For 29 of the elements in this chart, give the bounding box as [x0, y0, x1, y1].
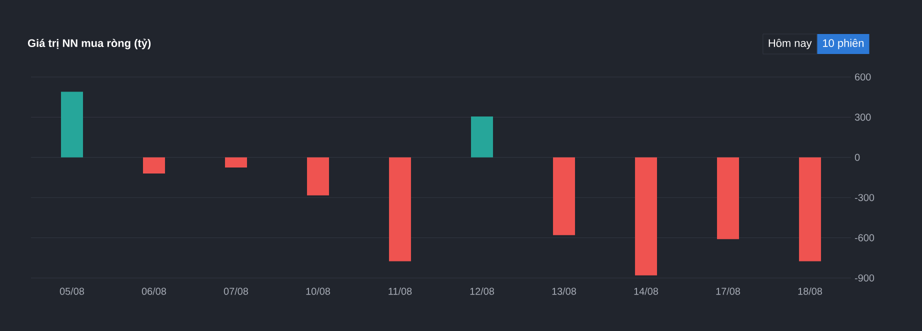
x-tick-label: 11/08: [388, 288, 412, 295]
x-tick-label: 07/08: [224, 288, 248, 295]
x-tick-label: 18/08: [798, 288, 822, 295]
y-tick-label: -300: [854, 194, 874, 202]
bar: [471, 116, 494, 158]
text: 10 phiên: [823, 38, 864, 50]
bar: [225, 157, 248, 168]
bar: [717, 157, 740, 240]
chart-title: Giá trị NN mua ròng (tỷ): [28, 38, 151, 50]
text: Hôm nay: [768, 38, 812, 50]
x-tick-label: 13/08: [552, 288, 576, 295]
x-tick-label: 10/08: [306, 288, 330, 295]
y-tick-label: 600: [855, 73, 871, 81]
x-tick-label: 05/08: [60, 288, 84, 295]
bar: [389, 157, 412, 262]
x-tick-label: 06/08: [142, 288, 166, 295]
bar: [553, 157, 576, 236]
bar: [61, 92, 83, 158]
y-tick-label: 300: [854, 114, 871, 121]
bar: [307, 157, 330, 196]
bar: [799, 157, 822, 262]
y-tick-label: -900: [854, 274, 874, 282]
x-tick-label: 17/08: [716, 288, 740, 295]
bar: [635, 157, 658, 276]
y-tick-label: -600: [854, 234, 874, 242]
x-tick-label: 14/08: [634, 288, 658, 295]
y-tick-label: 0: [854, 154, 860, 161]
bar: [143, 157, 165, 174]
x-tick-label: 12/08: [470, 288, 494, 295]
